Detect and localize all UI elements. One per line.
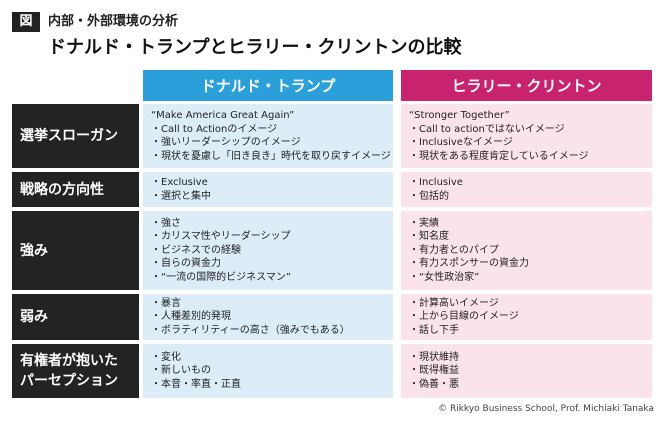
cell: ・Exclusive ・選択と集中 (143, 172, 393, 207)
cell-line: ・知名度 (409, 231, 449, 243)
row-label: 強み (12, 211, 139, 290)
row-label: 有権者が抱いた パーセプション (12, 344, 139, 398)
row-label-line: パーセプション (20, 373, 118, 389)
row-label-line: 強み (20, 242, 48, 259)
cell-line: ・計算高いイメージ (409, 297, 499, 309)
cell: ・暴言・人種差別的発現 ・ボラティリティーの高さ（強みでもある） (143, 294, 393, 340)
cell-line: “Make America Great Again” (151, 110, 295, 121)
cell: ・実績・知名度 ・有力者とのパイプ・有力スポンサーの資金力 ・“女性政治家” (401, 211, 652, 290)
cell-line: ・Call to Actionのイメージ (151, 123, 278, 135)
row-label: 選挙スローガン (12, 104, 139, 168)
cell-line: ・現状維持 (409, 351, 459, 363)
cell: ・Inclusive ・包括的 (401, 172, 652, 207)
column-header: ヒラリー・クリントン (401, 70, 652, 101)
cell-line: ・“女性政治家” (409, 271, 480, 283)
credit: © Rikkyo Business School, Prof. Michiaki… (438, 404, 654, 414)
cell-line: ・強いリーダーシップのイメージ (151, 137, 301, 148)
cell-line: ・有力者とのパイプ (409, 244, 499, 256)
cell: ・変化・新しいもの ・本音・率直・正直 (143, 344, 393, 398)
cell-line: ・人種差別的発現 (151, 311, 231, 323)
cell-line: ・既得権益 (409, 365, 459, 377)
cell-line: ・自らの資金力 (151, 258, 221, 270)
cell-line: ・本音・率直・正直 (151, 378, 241, 390)
cell-line: ・ボラティリティーの高さ（強みでもある） (151, 324, 350, 336)
cell-line: ・選択と集中 (151, 190, 211, 202)
section-title: 内部・外部環境の分析 (48, 14, 179, 29)
column-header: ドナルド・トランプ (143, 70, 393, 101)
cell-line: ・上から目線のイメージ (409, 311, 519, 323)
row-label-line: 弱み (20, 309, 48, 325)
cell-line: ・現状をある程度肯定しているイメージ (409, 150, 589, 162)
cell-line: ・包括的 (409, 190, 449, 202)
cell-line: ・偽善・悪 (409, 378, 459, 390)
cell: ・強さ・カリスマ性やリーダーシップ ・ビジネスでの経験 ・自らの資金力 ・“一流の国際… (143, 211, 393, 290)
cell-line: ・Inclusiveなイメージ (409, 137, 513, 148)
row-label: 弱み (12, 294, 139, 340)
cell-line: ・現状を憂慮し「旧き良き」時代を取り戻すイメージ (151, 150, 391, 162)
cell-line: ・強さ (151, 217, 181, 229)
cell-line: ・変化 (151, 351, 181, 363)
row-label-line: 有権者が抱いた (20, 353, 118, 369)
cell-line: “Stronger Together” (409, 110, 510, 121)
cell-line: ・話し下手 (409, 324, 459, 336)
cell-line: ・“一流の国際的ビジネスマン” (151, 271, 292, 283)
title: ドナルド・トランプとヒラリー・クリントンの比較 (48, 37, 462, 58)
cell-line: ・Exclusive (151, 177, 208, 188)
cell-line: ・実績 (409, 217, 439, 229)
cell-line: ・暴言 (151, 297, 181, 309)
cell-line: ・Call to actionではないイメージ (409, 123, 565, 135)
cell: ・現状維持・既得権益 ・偽善・悪 (401, 344, 652, 398)
cell: “Stronger Together” ・Call to actionではないイメ… (401, 104, 652, 168)
cell-line: ・カリスマ性やリーダーシップ (151, 231, 291, 243)
cell: ・計算高いイメージ・上から目線のイメージ ・話し下手 (401, 294, 652, 340)
cell-line: ・有力スポンサーの資金力 (409, 258, 529, 270)
figure-label: 図 (12, 12, 40, 32)
row-label-line: 選挙スローガン (20, 128, 118, 144)
cell-line: ・ビジネスでの経験 (151, 244, 241, 256)
cell-line: ・新しいもの (151, 365, 211, 377)
row-label: 戦略の方向性 (12, 172, 139, 207)
row-label-line: 戦略の方向性 (20, 181, 104, 198)
cell-line: ・Inclusive (409, 177, 463, 188)
cell: “Make America Great Again” ・Call to Actio… (143, 104, 393, 168)
